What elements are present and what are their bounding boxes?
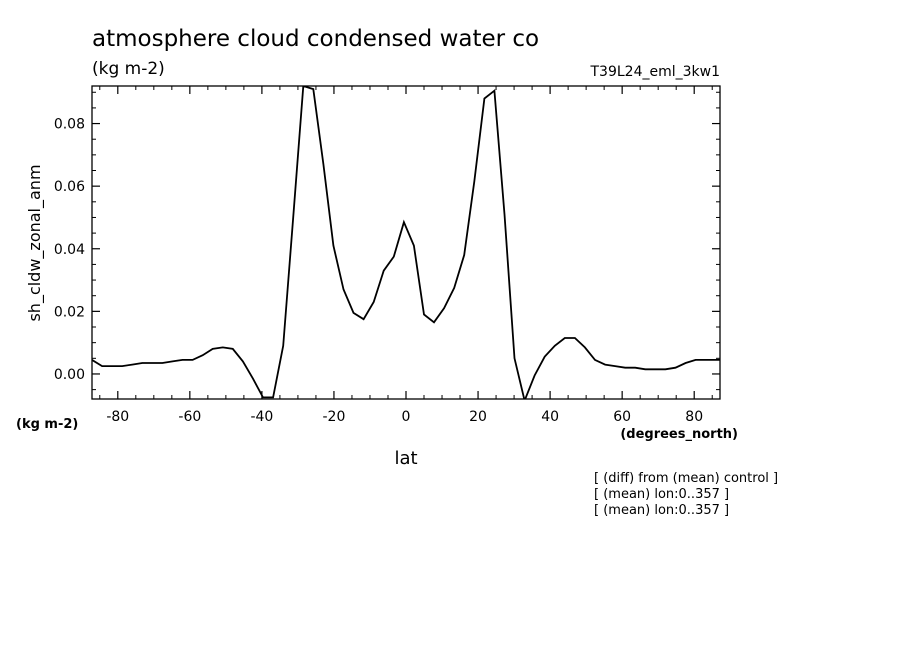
x-tick-label: -20 bbox=[323, 409, 346, 425]
x-tick-label: 20 bbox=[469, 409, 487, 425]
y-tick-label: 0.00 bbox=[54, 367, 85, 383]
x-units-label: (degrees_north) bbox=[620, 427, 738, 442]
chart-title: atmosphere cloud condensed water co bbox=[92, 26, 539, 52]
x-tick-label: -80 bbox=[106, 409, 129, 425]
run-label: T39L24_eml_3kw1 bbox=[590, 64, 721, 80]
y-tick-label: 0.04 bbox=[54, 242, 85, 258]
x-tick-label: 40 bbox=[541, 409, 559, 425]
series-line bbox=[92, 86, 720, 399]
plot-frame bbox=[91, 85, 721, 400]
x-tick-label: -60 bbox=[178, 409, 201, 425]
note-line-1: [ (diff) from (mean) control ] bbox=[594, 471, 778, 486]
y-tick-label: 0.08 bbox=[54, 117, 85, 133]
units-label: (kg m-2) bbox=[92, 59, 165, 79]
note-line-2: [ (mean) lon:0..357 ] bbox=[594, 487, 729, 502]
y-tick-label: 0.02 bbox=[54, 304, 85, 320]
y-axis-label: sh_cldw_zonal_anm bbox=[25, 164, 45, 321]
x-tick-label: 0 bbox=[402, 409, 411, 425]
x-tick-label: 60 bbox=[613, 409, 631, 425]
x-tick-label: -40 bbox=[250, 409, 273, 425]
x-axis-label: lat bbox=[394, 448, 417, 469]
x-tick-label: 80 bbox=[685, 409, 703, 425]
y-tick-label: 0.06 bbox=[54, 179, 85, 195]
plot-area: -80 -60 -40 -20 0 20 40 60 80 0.00 0.02 0.04 0.06 0.0… bbox=[54, 85, 721, 425]
y-units-label: (kg m-2) bbox=[16, 417, 78, 432]
note-line-3: [ (mean) lon:0..357 ] bbox=[594, 503, 729, 518]
